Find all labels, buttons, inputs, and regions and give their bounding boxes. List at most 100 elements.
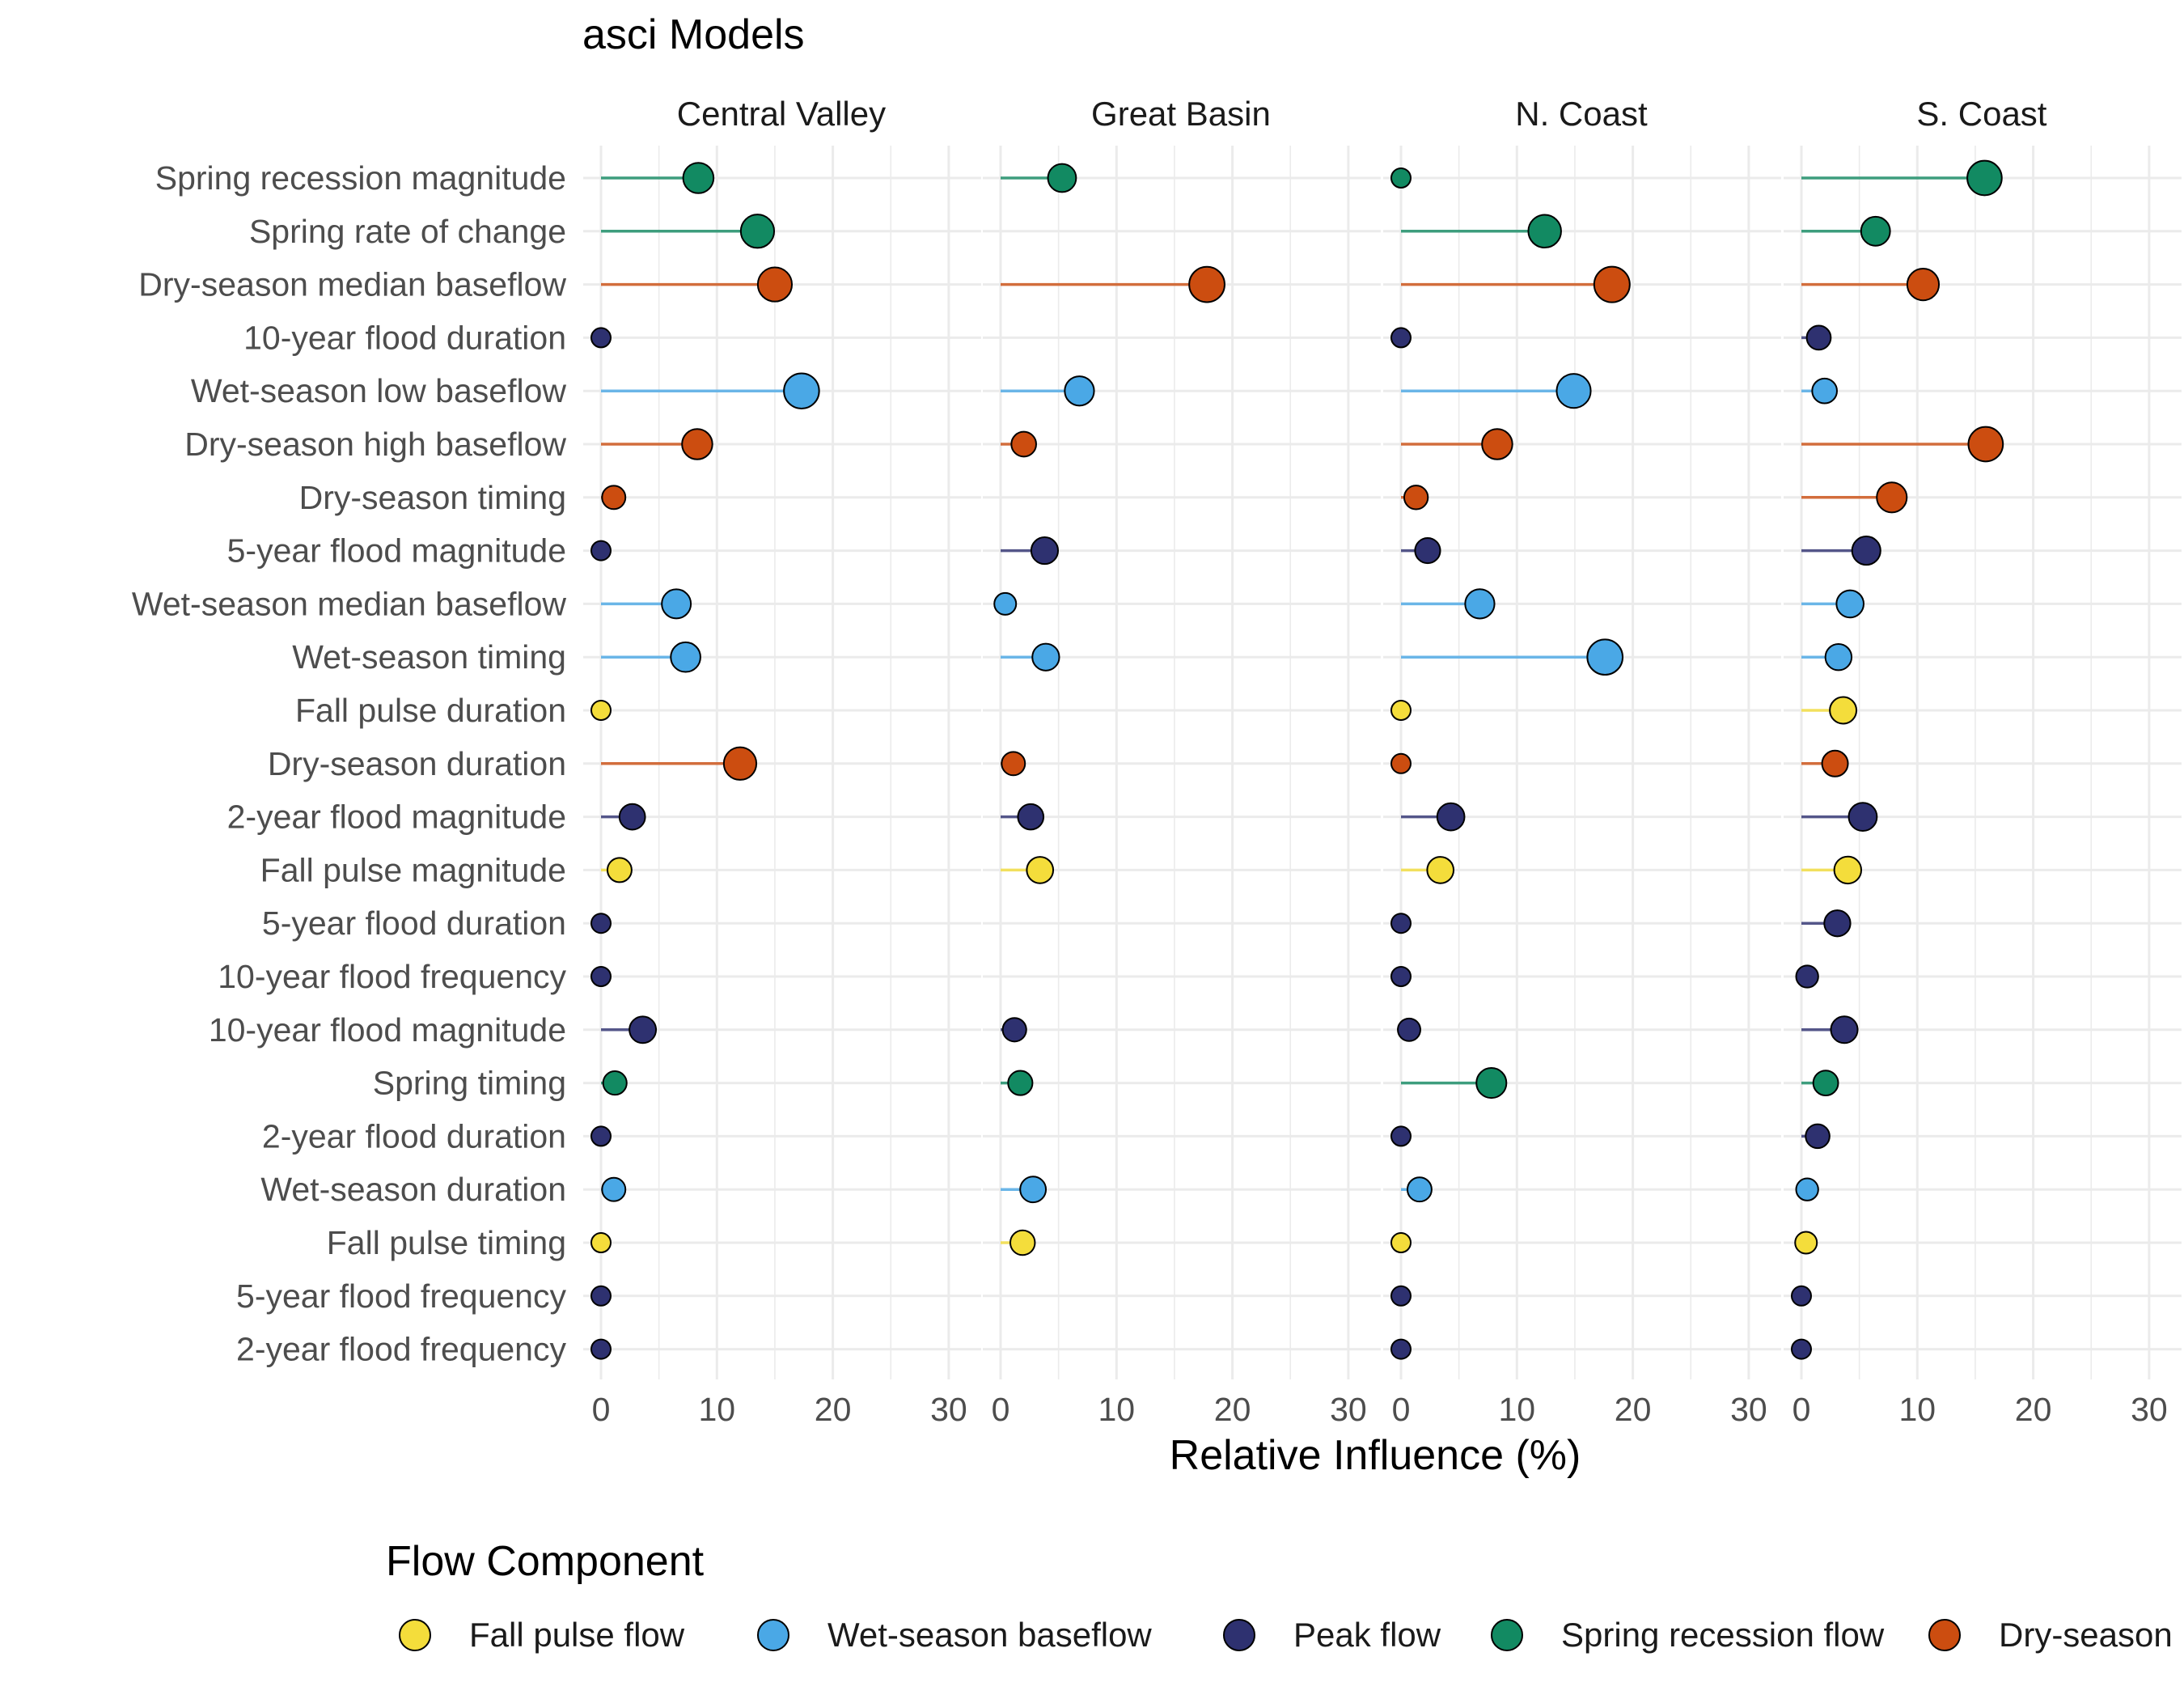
legend-item: Peak flow [1223, 1616, 1441, 1654]
lollipop-point [1593, 265, 1631, 303]
lollipop-point [1397, 1017, 1421, 1042]
lollipop-point [1426, 856, 1455, 884]
lollipop-point [606, 857, 633, 883]
y-tick-label: 10-year flood frequency [218, 958, 566, 995]
lollipop-point [1795, 1177, 1819, 1201]
lollipop-point [783, 372, 820, 409]
lollipop-point [1966, 159, 2003, 197]
y-tick-label: Wet-season median baseflow [132, 585, 566, 622]
lollipop-point [1414, 537, 1441, 565]
x-tick-label: 30 [2131, 1391, 2168, 1428]
legend-key [1491, 1619, 1523, 1651]
lollipop-point [1527, 214, 1562, 249]
lollipop-point [1010, 430, 1037, 458]
facet-label: N. Coast [1515, 95, 1648, 133]
lollipop-point [1064, 375, 1095, 407]
lollipop-point [629, 1015, 658, 1044]
facet-label: Great Basin [1091, 95, 1271, 133]
lollipop-point [1851, 536, 1881, 566]
x-axis-title: Relative Influence (%) [1170, 1432, 1581, 1479]
lollipop-point [590, 1125, 612, 1147]
y-tick-label: 10-year flood magnitude [209, 1011, 566, 1049]
lollipop-point [670, 641, 701, 673]
lollipop-point [1833, 855, 1863, 885]
lollipop-point [1830, 1015, 1859, 1044]
x-tick-label: 20 [1214, 1391, 1251, 1428]
lollipop-point [590, 1285, 612, 1307]
lollipop-point [1001, 1017, 1027, 1043]
lollipop-point [1475, 1067, 1508, 1099]
lollipop-point [1795, 964, 1819, 989]
lollipop-point [1436, 802, 1466, 832]
y-tick-label: Spring timing [373, 1065, 566, 1102]
x-tick-label: 10 [1898, 1391, 1936, 1428]
legend-item: Wet-season baseflow [757, 1616, 1152, 1654]
y-tick-label: Fall pulse magnitude [260, 851, 566, 888]
lollipop-point [1390, 752, 1412, 774]
lollipop-point [1812, 1070, 1839, 1096]
lollipop-point [590, 966, 612, 987]
y-tick-label: Dry-season timing [299, 479, 566, 516]
legend-label: Peak flow [1293, 1616, 1441, 1654]
lollipop-point [1876, 481, 1908, 514]
x-tick-label: 10 [698, 1391, 735, 1428]
legend-key [757, 1619, 789, 1651]
legend-item: Spring recession flow [1491, 1616, 1885, 1654]
x-tick-label: 20 [1615, 1391, 1652, 1428]
legend-label: Dry-season baseflow [1999, 1616, 2184, 1654]
lollipop-point [1390, 913, 1412, 934]
legend-key [399, 1619, 431, 1651]
x-tick-label: 0 [592, 1391, 611, 1428]
lollipop-point [1823, 909, 1852, 938]
lollipop-point [1390, 700, 1412, 721]
lollipop-point [590, 327, 612, 349]
y-tick-label: Dry-season duration [268, 745, 566, 782]
lollipop-point [1390, 327, 1412, 349]
lollipop-point [602, 1070, 628, 1096]
x-tick-label: 10 [1098, 1391, 1135, 1428]
y-tick-label: 5-year flood frequency [236, 1277, 566, 1315]
lollipop-point [722, 746, 758, 781]
lollipop-point [1794, 1231, 1818, 1255]
y-tick-label: 10-year flood duration [243, 319, 566, 356]
lollipop-point [1188, 265, 1225, 303]
y-tick-label: Wet-season low baseflow [191, 372, 567, 409]
lollipop-point [1403, 485, 1429, 511]
legend-label: Wet-season baseflow [827, 1616, 1152, 1654]
lollipop-point [1791, 1285, 1812, 1307]
lollipop-point [1047, 163, 1077, 193]
x-tick-label: 30 [1730, 1391, 1767, 1428]
x-tick-label: 0 [1392, 1391, 1411, 1428]
x-tick-label: 30 [1330, 1391, 1367, 1428]
lollipop-point [1406, 1176, 1433, 1203]
lollipop-point [590, 700, 612, 721]
lollipop-point [1001, 751, 1026, 777]
lollipop-point [1860, 215, 1891, 247]
x-tick-label: 30 [930, 1391, 967, 1428]
lollipop-point [756, 266, 794, 303]
lollipop-point [1390, 1125, 1412, 1147]
lollipop-point [1805, 1123, 1831, 1150]
lollipop-point [1026, 856, 1055, 884]
lollipop-point [590, 913, 612, 934]
lollipop-point [1031, 642, 1060, 672]
chart-title: asci Models [582, 11, 805, 58]
label-layer: Central Valley 0 10 20 30 Great Basin 0 10 20 30 N… [132, 95, 2168, 1428]
y-tick-label: Spring recession magnitude [155, 159, 566, 197]
legend-key [1928, 1619, 1961, 1651]
y-tick-label: Fall pulse duration [295, 692, 566, 729]
lollipop-point [1390, 1232, 1412, 1253]
lollipop-point [1829, 696, 1858, 725]
y-tick-label: Dry-season median baseflow [138, 266, 566, 303]
lollipop-point [1390, 1285, 1412, 1307]
y-tick-label: Fall pulse timing [327, 1224, 566, 1261]
x-tick-label: 20 [815, 1391, 852, 1428]
legend-title: Flow Component [386, 1538, 705, 1585]
lollipop-point [1555, 373, 1592, 409]
lollipop-point [1390, 1338, 1412, 1360]
lollipop-point [1811, 377, 1838, 405]
y-tick-label: Spring rate of change [249, 213, 566, 250]
lollipop-point [1824, 643, 1853, 672]
legend-label: Spring recession flow [1561, 1616, 1885, 1654]
